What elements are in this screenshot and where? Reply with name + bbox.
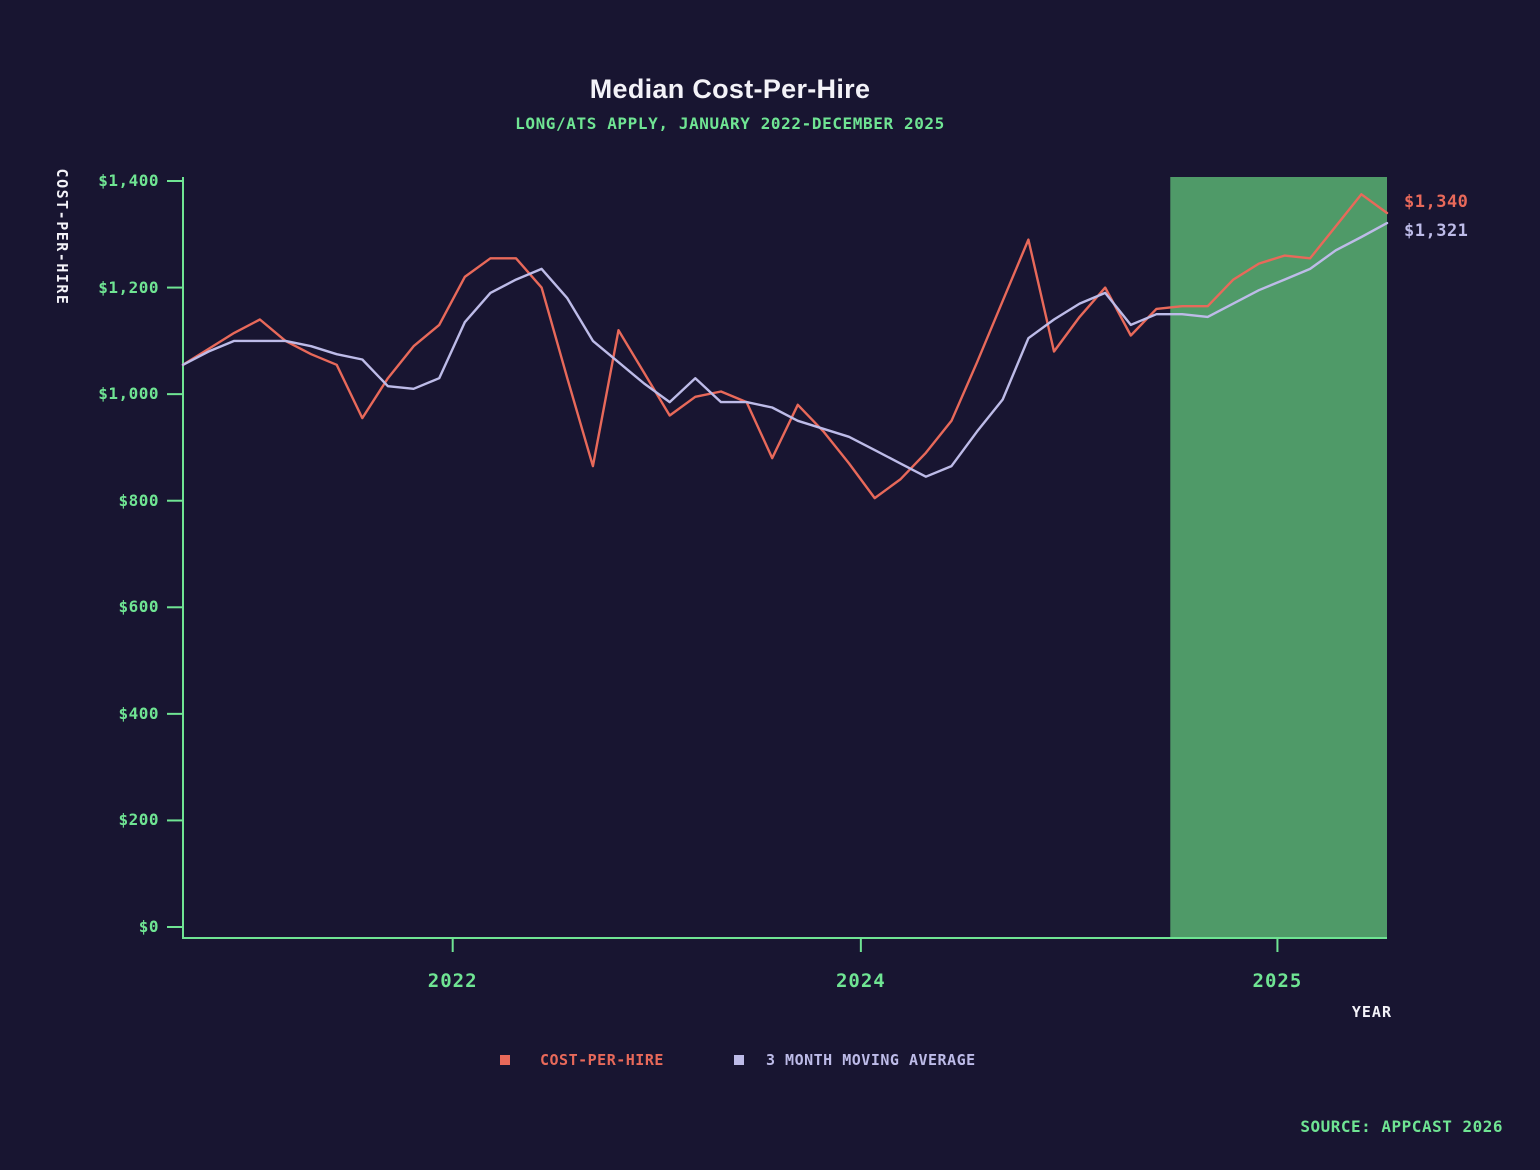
y-tick-label: $0 bbox=[138, 917, 159, 936]
series-line-1 bbox=[181, 221, 1389, 478]
legend-label-cost-per-hire: COST-PER-HIRE bbox=[540, 1051, 664, 1069]
legend-swatch-moving-average bbox=[734, 1055, 744, 1065]
series-end-value-cost-per-hire: $1,340 bbox=[1404, 191, 1469, 212]
x-tick-label: 2022 bbox=[427, 970, 478, 992]
legend-label-moving-average: 3 MONTH MOVING AVERAGE bbox=[766, 1051, 976, 1069]
y-tick-label: $200 bbox=[118, 810, 159, 830]
chart-title: Median Cost-Per-Hire bbox=[589, 74, 871, 104]
y-tick-label: $1,200 bbox=[98, 277, 159, 297]
highlight-region-2025 bbox=[1170, 177, 1387, 938]
x-tick-label: 2025 bbox=[1252, 970, 1303, 992]
y-tick-label: $800 bbox=[118, 490, 159, 510]
y-tick-label: $400 bbox=[118, 703, 159, 723]
x-axis-title: YEAR bbox=[1351, 1003, 1392, 1021]
chart-subtitle: LONG/ATS APPLY, JANUARY 2022-DECEMBER 20… bbox=[515, 114, 945, 133]
source-credit: SOURCE: APPCAST 2026 bbox=[1300, 1117, 1503, 1136]
y-axis-title: COST-PER-HIRE bbox=[53, 168, 71, 306]
x-tick-label: 2024 bbox=[835, 970, 886, 992]
y-tick-label: $600 bbox=[118, 597, 159, 617]
y-tick-label: $1,000 bbox=[98, 384, 159, 404]
y-tick-label: $1,400 bbox=[98, 171, 159, 190]
axes bbox=[182, 177, 1387, 939]
legend-swatch-cost-per-hire bbox=[500, 1055, 510, 1065]
series-end-value-moving-average: $1,321 bbox=[1404, 221, 1469, 242]
series-line-0 bbox=[181, 193, 1389, 500]
